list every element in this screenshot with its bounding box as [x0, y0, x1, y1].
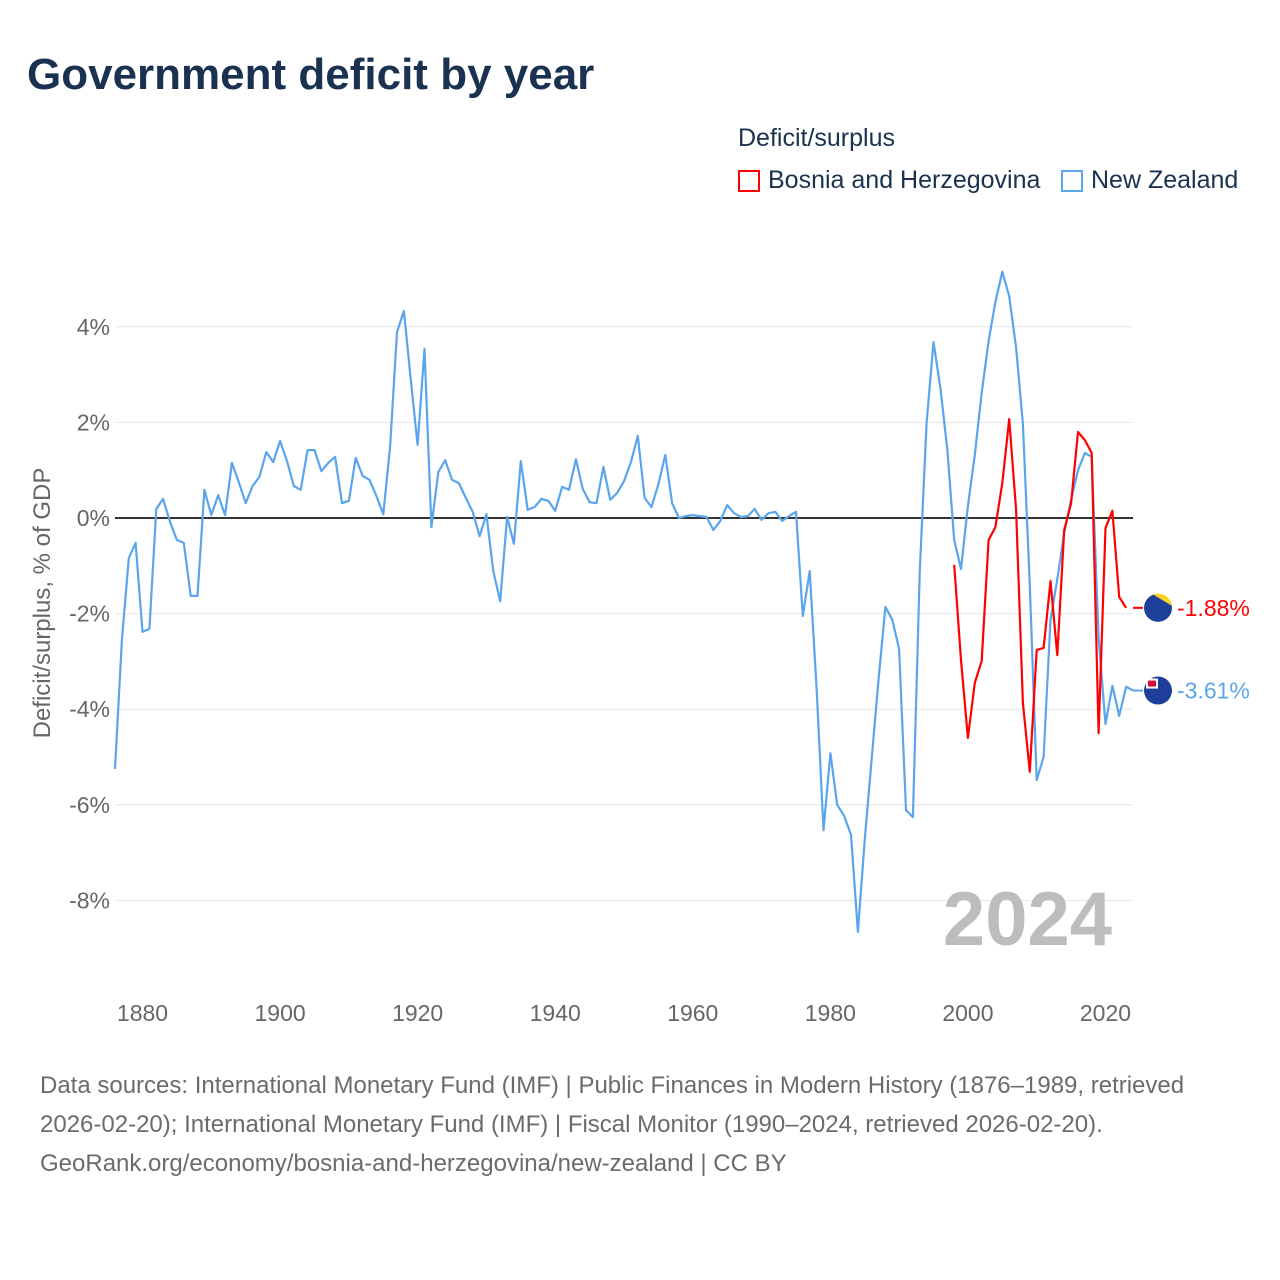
footer: Data sources: International Monetary Fun… — [40, 1066, 1240, 1183]
y-tick-label: -8% — [69, 887, 110, 913]
y-tick-label: 0% — [77, 505, 110, 531]
x-tick-label: 1880 — [117, 1000, 168, 1026]
series-line-new-zealand[interactable] — [113, 270, 1134, 934]
y-tick-label: -6% — [69, 792, 110, 818]
series-line-bosnia-and-herzegovina[interactable] — [953, 418, 1128, 773]
credit-link[interactable]: GeoRank.org/economy/bosnia-and-herzegovi… — [40, 1150, 787, 1177]
chart-plot: -8% -6% -4% -2% 0% 2% 4% 1880 1900 1920 1940 1960 1… — [29, 270, 1250, 1026]
x-tick-label: 1920 — [392, 1000, 443, 1026]
y-tick-label: -2% — [69, 601, 110, 627]
x-tick-label: 1940 — [530, 1000, 581, 1026]
year-watermark: 2024 — [943, 877, 1112, 962]
x-tick-label: 2000 — [942, 1000, 993, 1026]
x-tick-label: 1900 — [254, 1000, 305, 1026]
flag-cross — [1148, 680, 1156, 687]
legend-label: New Zealand — [1091, 166, 1239, 194]
y-tick-label: -4% — [69, 696, 110, 722]
end-value-label: -1.88% — [1177, 595, 1250, 621]
y-tick-label: 4% — [77, 314, 110, 340]
x-tick-label: 2020 — [1080, 1000, 1131, 1026]
legend-swatch — [1061, 169, 1083, 192]
y-axis-label: Deficit/surplus, % of GDP — [29, 468, 56, 739]
end-value-label: -3.61% — [1177, 678, 1250, 704]
legend-item-new-zealand[interactable]: New Zealand — [1061, 166, 1238, 195]
x-tick-label: 1980 — [805, 1000, 856, 1026]
data-sources: Data sources: International Monetary Fun… — [40, 1072, 1185, 1138]
flag-triangle — [1152, 593, 1172, 606]
y-tick-label: 2% — [77, 409, 110, 435]
legend-swatch — [738, 169, 760, 192]
chart-title: Government deficit by year — [27, 50, 595, 99]
legend-label: Bosnia and Herzegovina — [768, 166, 1041, 194]
legend-item-bosnia[interactable]: Bosnia and Herzegovina — [738, 166, 1040, 195]
x-tick-label: 1960 — [667, 1000, 718, 1026]
legend-title: Deficit/surplus — [738, 124, 895, 152]
